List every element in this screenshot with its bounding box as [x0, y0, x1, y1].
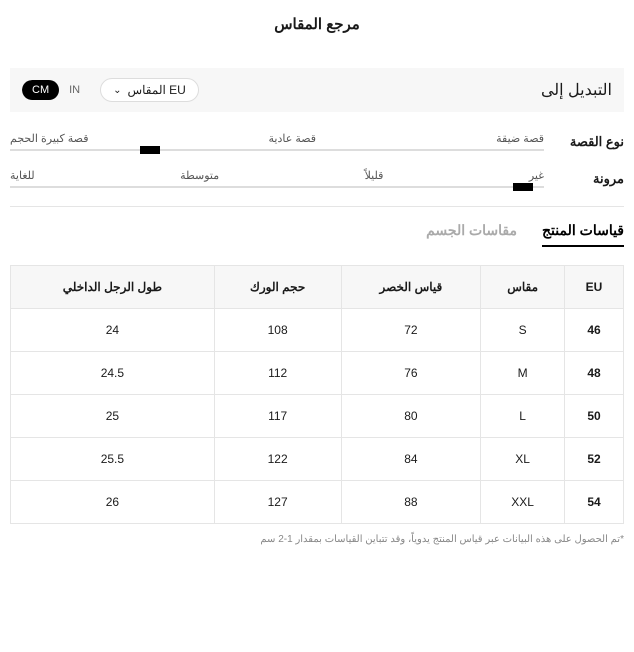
- tab[interactable]: مقاسات الجسم: [426, 222, 517, 247]
- column-header: EU: [565, 266, 624, 309]
- size-system-dropdown[interactable]: EU المقاس ⌄: [100, 78, 199, 102]
- table-cell: 24.5: [11, 352, 215, 395]
- table-cell: 117: [214, 395, 341, 438]
- column-header: قياس الخصر: [341, 266, 481, 309]
- attribute-scale: قصة ضيقة قصة عادية قصة كبيرة الحجم: [10, 132, 544, 151]
- attribute-row: مرونة غير قليلاً متوسطة للغاية: [10, 169, 624, 188]
- table-cell: 24: [11, 309, 215, 352]
- attribute-label: نوع القصة: [554, 132, 624, 150]
- scale-track: [10, 186, 544, 188]
- table-row: 52XL8412225.5: [11, 438, 624, 481]
- unit-cm[interactable]: CM: [22, 80, 59, 100]
- footnote: *تم الحصول على هذه البيانات عبر قياس الم…: [10, 534, 624, 545]
- tab[interactable]: قياسات المنتج: [542, 222, 624, 247]
- table-cell: L: [481, 395, 565, 438]
- table-cell: 108: [214, 309, 341, 352]
- dropdown-label: EU المقاس: [128, 83, 186, 97]
- table-row: 54XXL8812726: [11, 481, 624, 524]
- switch-label: التبديل إلى: [541, 80, 612, 100]
- table-cell: 122: [214, 438, 341, 481]
- column-header: طول الرجل الداخلي: [11, 266, 215, 309]
- divider: [10, 206, 624, 207]
- table-cell: 25.5: [11, 438, 215, 481]
- table-cell: M: [481, 352, 565, 395]
- table-cell: S: [481, 309, 565, 352]
- table-cell: 84: [341, 438, 481, 481]
- table-cell: XXL: [481, 481, 565, 524]
- table-cell: 26: [11, 481, 215, 524]
- attribute-label: مرونة: [554, 169, 624, 187]
- column-header: حجم الورك: [214, 266, 341, 309]
- table-row: 48M7611224.5: [11, 352, 624, 395]
- attribute-scale: غير قليلاً متوسطة للغاية: [10, 169, 544, 188]
- table-row: 46S7210824: [11, 309, 624, 352]
- scale-track: [10, 149, 544, 151]
- scale-marker: [513, 183, 533, 191]
- table-cell: 46: [565, 309, 624, 352]
- scale-option: للغاية: [10, 169, 35, 182]
- unit-in[interactable]: IN: [59, 80, 90, 100]
- table-row: 50L8011725: [11, 395, 624, 438]
- scale-option: قصة ضيقة: [496, 132, 544, 145]
- table-cell: 50: [565, 395, 624, 438]
- scale-option: قصة كبيرة الحجم: [10, 132, 88, 145]
- size-table: EUمقاسقياس الخصرحجم الوركطول الرجل الداخ…: [10, 265, 624, 524]
- table-cell: 52: [565, 438, 624, 481]
- chevron-down-icon: ⌄: [113, 85, 121, 96]
- table-cell: 127: [214, 481, 341, 524]
- table-cell: 54: [565, 481, 624, 524]
- table-cell: 112: [214, 352, 341, 395]
- scale-option: متوسطة: [180, 169, 219, 182]
- scale-option: غير: [529, 169, 544, 182]
- switch-bar: التبديل إلى EU المقاس ⌄ IN CM: [10, 68, 624, 112]
- table-cell: 25: [11, 395, 215, 438]
- table-cell: XL: [481, 438, 565, 481]
- unit-toggle: IN CM: [22, 80, 90, 100]
- page-title: مرجع المقاس: [10, 15, 624, 33]
- column-header: مقاس: [481, 266, 565, 309]
- table-cell: 76: [341, 352, 481, 395]
- table-cell: 72: [341, 309, 481, 352]
- attribute-row: نوع القصة قصة ضيقة قصة عادية قصة كبيرة الحج…: [10, 132, 624, 151]
- scale-option: قصة عادية: [269, 132, 317, 145]
- table-cell: 80: [341, 395, 481, 438]
- scale-option: قليلاً: [365, 169, 384, 182]
- scale-marker: [140, 146, 160, 154]
- table-cell: 48: [565, 352, 624, 395]
- tabs: قياسات المنتج مقاسات الجسم: [10, 222, 624, 247]
- table-cell: 88: [341, 481, 481, 524]
